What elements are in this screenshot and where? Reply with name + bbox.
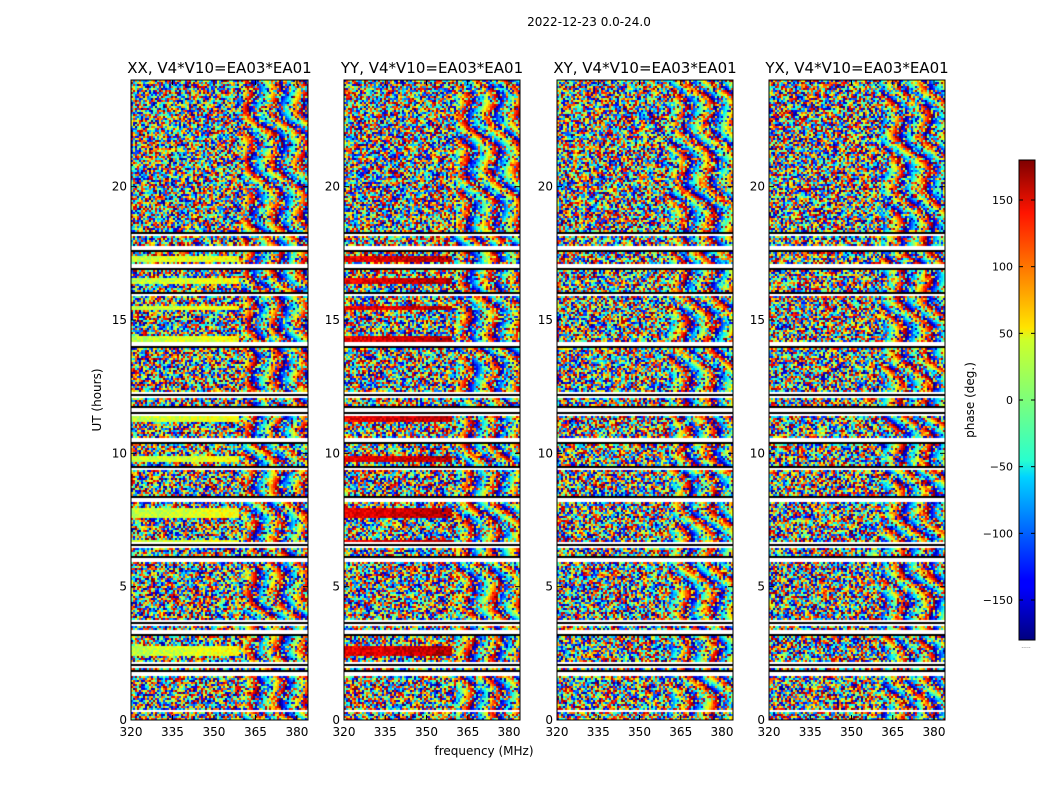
panel-1: XX, V4*V10=EA03*EA01 320 335 350 365 380 0 5 10 1…	[112, 59, 312, 739]
y-axis-label: UT (hours)	[90, 368, 104, 431]
y-tick-label: 0	[119, 713, 127, 727]
figure-title: 2022-12-23 0.0-24.0	[527, 15, 651, 29]
panel-frame	[130, 79, 309, 721]
x-tick-label: 365	[881, 725, 904, 739]
y-tick-label: 10	[538, 446, 553, 460]
colorbar-ticks: 150 100 50 0 −50 −100 −150	[983, 194, 1035, 607]
y-tick-label: 0	[545, 713, 553, 727]
x-tick-label: 350	[840, 725, 863, 739]
colorbar-tick-label: 0	[1006, 394, 1013, 407]
colorbar-tick-label: −150	[983, 594, 1013, 607]
panel-title: XY, V4*V10=EA03*EA01	[553, 59, 736, 77]
colorbar-tick-label: −100	[983, 527, 1013, 540]
y-tick-label: 5	[332, 580, 340, 594]
y-tick-label: 10	[325, 446, 340, 460]
colorbar-tick-label: 50	[999, 327, 1013, 340]
colorbar-label: phase (deg.)	[963, 362, 977, 438]
y-tick-label: 20	[538, 180, 553, 194]
heatmap-image	[557, 80, 733, 720]
y-tick-label: 20	[112, 180, 127, 194]
panel-frame	[768, 79, 946, 721]
colorbar-tick-label: −50	[990, 461, 1013, 474]
heatmap-image	[769, 80, 945, 720]
heatmap-image	[344, 80, 520, 720]
y-tick-label: 15	[538, 313, 553, 327]
x-tick-label: 350	[628, 725, 651, 739]
x-tick-label: 365	[669, 725, 692, 739]
x-tick-label: 350	[415, 725, 438, 739]
panel-2: YY, V4*V10=EA03*EA01 320 335 350 365 380 0 5 10 1…	[325, 59, 523, 739]
x-tick-label: 335	[799, 725, 822, 739]
y-tick-label: 0	[332, 713, 340, 727]
x-tick-label: 320	[546, 725, 569, 739]
x-tick-label: 380	[498, 725, 521, 739]
x-tick-label: 335	[587, 725, 610, 739]
panels: XX, V4*V10=EA03*EA01 320 335 350 365 380 0 5 10 1…	[112, 59, 949, 739]
x-tick-label: 365	[456, 725, 479, 739]
x-tick-label: 335	[161, 725, 184, 739]
y-tick-label: 20	[750, 180, 765, 194]
y-tick-label: 10	[750, 446, 765, 460]
panel-title: YX, V4*V10=EA03*EA01	[764, 59, 948, 77]
panel-frame	[556, 79, 734, 721]
panel-title: XX, V4*V10=EA03*EA01	[127, 59, 311, 77]
heatmap-image	[131, 80, 308, 720]
colorbar-tick-label: 100	[992, 261, 1013, 274]
x-tick-label: 365	[244, 725, 267, 739]
y-tick-label: 20	[325, 180, 340, 194]
y-tick-label: 15	[112, 313, 127, 327]
panel-frame	[343, 79, 521, 721]
x-tick-label: 320	[758, 725, 781, 739]
y-tick-label: 5	[757, 580, 765, 594]
panel-title: YY, V4*V10=EA03*EA01	[340, 59, 523, 77]
x-tick-label: 380	[711, 725, 734, 739]
x-tick-label: 350	[203, 725, 226, 739]
colorbar-bottom-mark: .....	[1021, 643, 1031, 650]
x-tick-label: 380	[285, 725, 308, 739]
x-tick-label: 320	[333, 725, 356, 739]
panel-4: YX, V4*V10=EA03*EA01 320 335 350 365 380 0 5 10 1…	[750, 59, 949, 739]
colorbar-tick-label: 150	[992, 194, 1013, 207]
y-tick-label: 10	[112, 446, 127, 460]
y-tick-label: 15	[325, 313, 340, 327]
colorbar: 150 100 50 0 −50 −100 −150 phase (deg.) .....	[963, 159, 1036, 650]
panel-3: XY, V4*V10=EA03*EA01 320 335 350 365 380 0 5 10 1…	[538, 59, 737, 739]
x-axis-label: frequency (MHz)	[434, 744, 533, 758]
x-tick-label: 380	[923, 725, 946, 739]
x-tick-label: 320	[120, 725, 143, 739]
y-tick-label: 5	[545, 580, 553, 594]
y-tick-label: 0	[757, 713, 765, 727]
y-tick-label: 5	[119, 580, 127, 594]
y-tick-label: 15	[750, 313, 765, 327]
x-tick-label: 335	[374, 725, 397, 739]
